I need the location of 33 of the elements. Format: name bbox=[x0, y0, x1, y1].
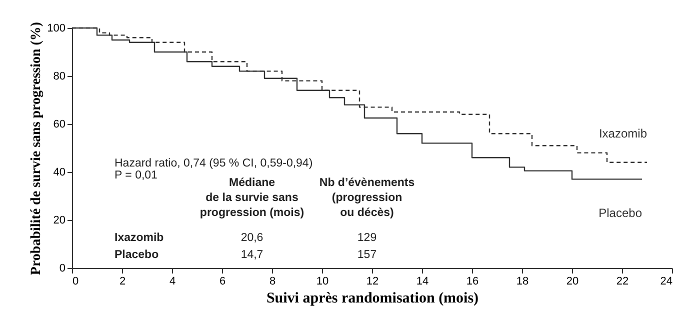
annotation: 129 bbox=[357, 232, 377, 244]
x-tick-label: 24 bbox=[660, 276, 672, 288]
x-tick-label: 8 bbox=[269, 276, 276, 288]
x-tick-label: 10 bbox=[316, 276, 329, 288]
annotation: Placebo bbox=[114, 248, 159, 261]
y-tick-label: 40 bbox=[53, 166, 66, 178]
x-tick-label: 0 bbox=[72, 276, 79, 288]
annotation: Médiane de la survie sans progression (mois) bbox=[200, 176, 304, 219]
series-label: Ixazomib bbox=[598, 126, 648, 141]
x-tick-label: 6 bbox=[219, 276, 226, 288]
y-tick-label: 80 bbox=[53, 70, 66, 82]
x-tick-label: 20 bbox=[566, 276, 579, 288]
annotation: Ixazomib bbox=[114, 232, 164, 244]
x-tick-label: 12 bbox=[366, 276, 379, 288]
y-axis-title: Probabilité de survie sans progression (%) bbox=[29, 22, 44, 276]
y-tick-label: 60 bbox=[53, 118, 66, 130]
x-tick-label: 16 bbox=[466, 276, 479, 288]
x-tick-label: 22 bbox=[616, 276, 629, 288]
x-tick-label: 4 bbox=[169, 276, 176, 288]
annotation: P = 0,01 bbox=[114, 170, 158, 182]
annotation: 14,7 bbox=[240, 248, 264, 261]
x-tick-label: 14 bbox=[416, 276, 429, 288]
x-tick-label: 2 bbox=[119, 276, 126, 288]
y-tick-label: 0 bbox=[59, 262, 66, 274]
annotation: 20,6 bbox=[240, 232, 264, 244]
x-axis-title: Suivi après randomisation (mois) bbox=[266, 290, 479, 306]
text: Placebo bbox=[598, 206, 642, 220]
y-tick-label: 20 bbox=[53, 214, 66, 226]
annotation: Nb d’évènements (progression ou décès) bbox=[319, 176, 415, 219]
annotation: Hazard ratio, 0,74 (95 % CI, 0,59-0,94) bbox=[114, 158, 313, 170]
y-tick-label: 100 bbox=[47, 22, 66, 34]
annotation: 157 bbox=[357, 248, 377, 261]
x-tick-label: 18 bbox=[516, 276, 529, 288]
